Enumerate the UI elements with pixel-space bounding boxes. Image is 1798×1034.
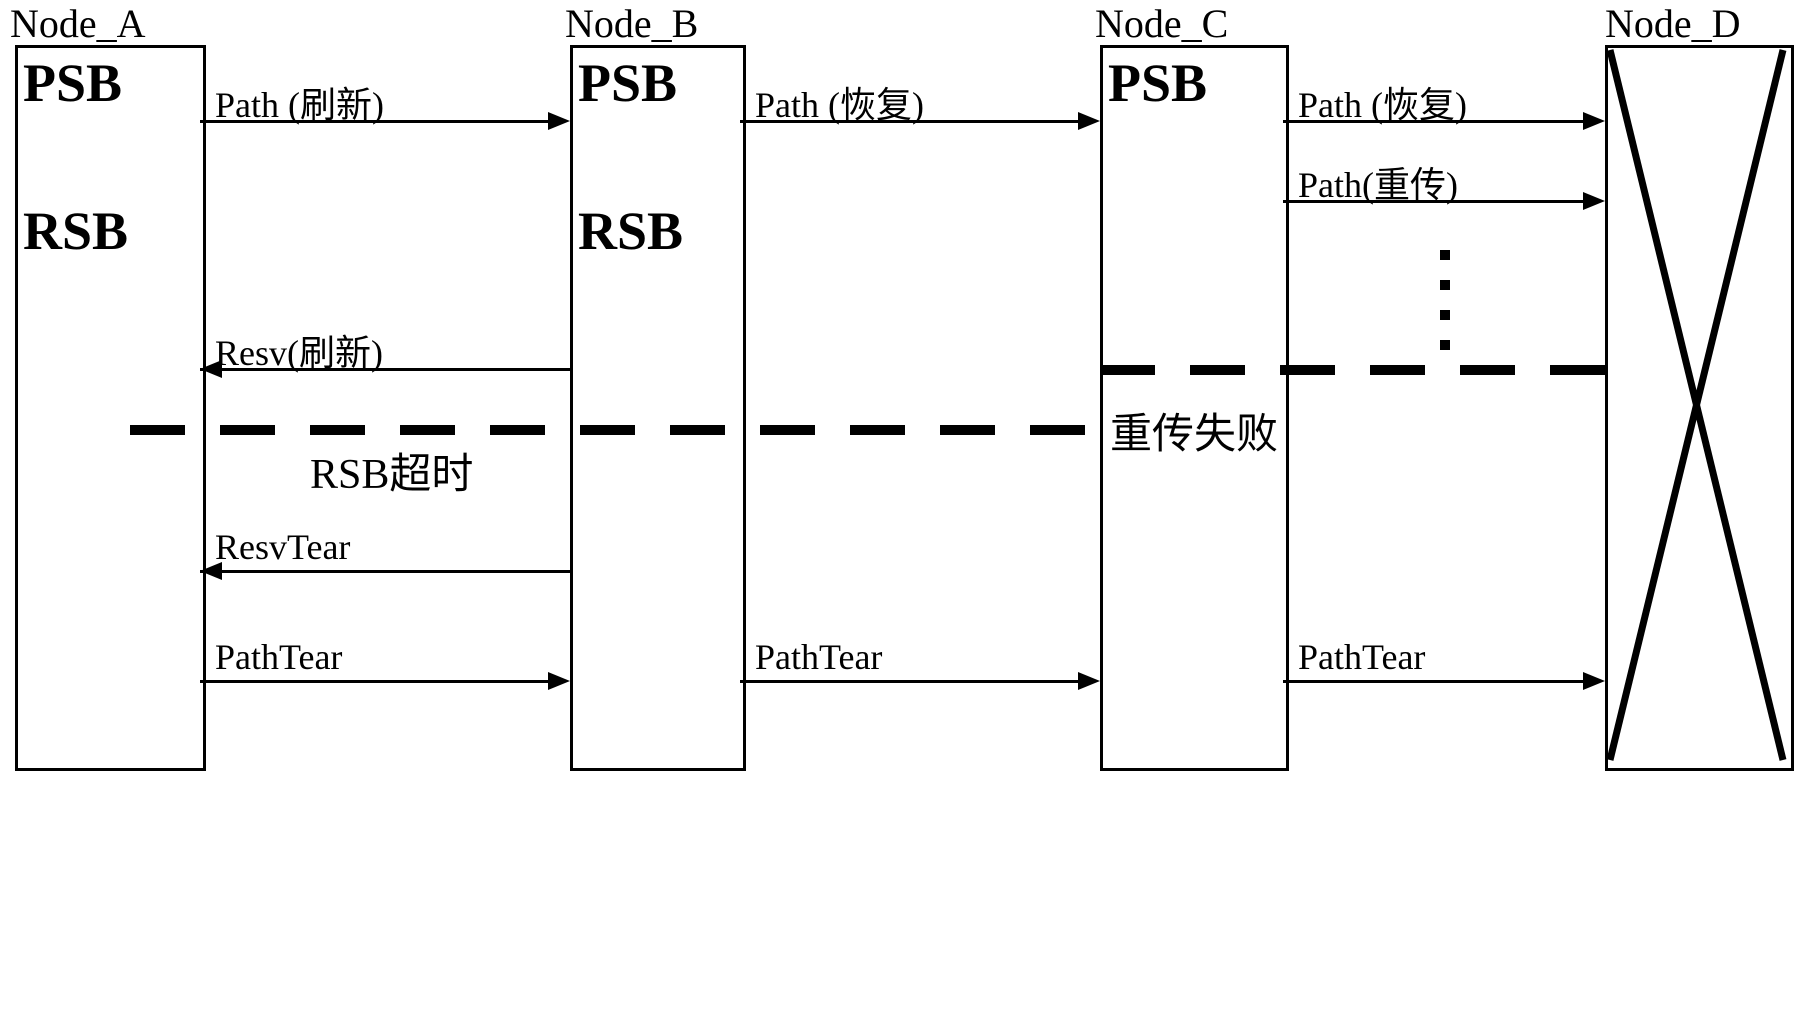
arrow-head-1 <box>1078 112 1100 130</box>
state-A-psb: PSB <box>23 52 122 114</box>
message-label-2: Path (恢复) <box>1298 76 1467 128</box>
node-label-D: Node_D <box>1605 0 1741 47</box>
dash-rsb-timeout-seg-1 <box>220 425 275 435</box>
node-label-B: Node_B <box>565 0 698 47</box>
arrow-head-3 <box>1583 192 1605 210</box>
dash-rsb-timeout-seg-6 <box>670 425 725 435</box>
dash-retrans-fail-seg-4 <box>1460 365 1515 375</box>
state-A-rsb: RSB <box>23 200 128 262</box>
state-B-psb: PSB <box>578 52 677 114</box>
event-label-1: 重传失败 <box>1110 400 1278 461</box>
arrow-head-6 <box>548 672 570 690</box>
dash-rsb-timeout-seg-10 <box>1030 425 1085 435</box>
message-label-3: Path(重传) <box>1298 156 1458 208</box>
arrow-head-8 <box>1583 672 1605 690</box>
dash-rsb-timeout-seg-3 <box>400 425 455 435</box>
dash-retrans-fail-seg-2 <box>1280 365 1335 375</box>
ellipsis-dot-3 <box>1440 340 1450 350</box>
message-label-7: PathTear <box>755 636 882 678</box>
lifeline-box-A <box>15 45 206 771</box>
ellipsis-dot-1 <box>1440 280 1450 290</box>
dash-rsb-timeout-seg-8 <box>850 425 905 435</box>
arrow-head-7 <box>1078 672 1100 690</box>
message-label-4: Resv(刷新) <box>215 324 383 376</box>
message-label-6: PathTear <box>215 636 342 678</box>
node-label-C: Node_C <box>1095 0 1228 47</box>
arrow-head-2 <box>1583 112 1605 130</box>
dash-rsb-timeout-seg-2 <box>310 425 365 435</box>
dash-rsb-timeout-seg-9 <box>940 425 995 435</box>
dash-rsb-timeout-seg-0 <box>130 425 185 435</box>
ellipsis-dot-2 <box>1440 310 1450 320</box>
cross-icon-D <box>1605 45 1788 765</box>
dash-retrans-fail-seg-3 <box>1370 365 1425 375</box>
dash-rsb-timeout-seg-4 <box>490 425 545 435</box>
sequence-diagram: Node_A PSB RSB Node_B PSB RSB Node_C PSB Node_D P… <box>0 0 1798 795</box>
dash-rsb-timeout-seg-7 <box>760 425 815 435</box>
state-C-psb: PSB <box>1108 52 1207 114</box>
dash-retrans-fail-seg-5 <box>1550 365 1605 375</box>
event-label-0: RSB超时 <box>310 440 473 501</box>
message-label-1: Path (恢复) <box>755 76 924 128</box>
message-label-5: ResvTear <box>215 526 350 568</box>
lifeline-box-B <box>570 45 746 771</box>
dash-rsb-timeout-seg-5 <box>580 425 635 435</box>
ellipsis-dot-0 <box>1440 250 1450 260</box>
dash-retrans-fail-seg-0 <box>1100 365 1155 375</box>
node-label-A: Node_A <box>10 0 146 47</box>
arrow-head-0 <box>548 112 570 130</box>
state-B-rsb: RSB <box>578 200 683 262</box>
message-label-8: PathTear <box>1298 636 1425 678</box>
message-label-0: Path (刷新) <box>215 76 384 128</box>
dash-retrans-fail-seg-1 <box>1190 365 1245 375</box>
